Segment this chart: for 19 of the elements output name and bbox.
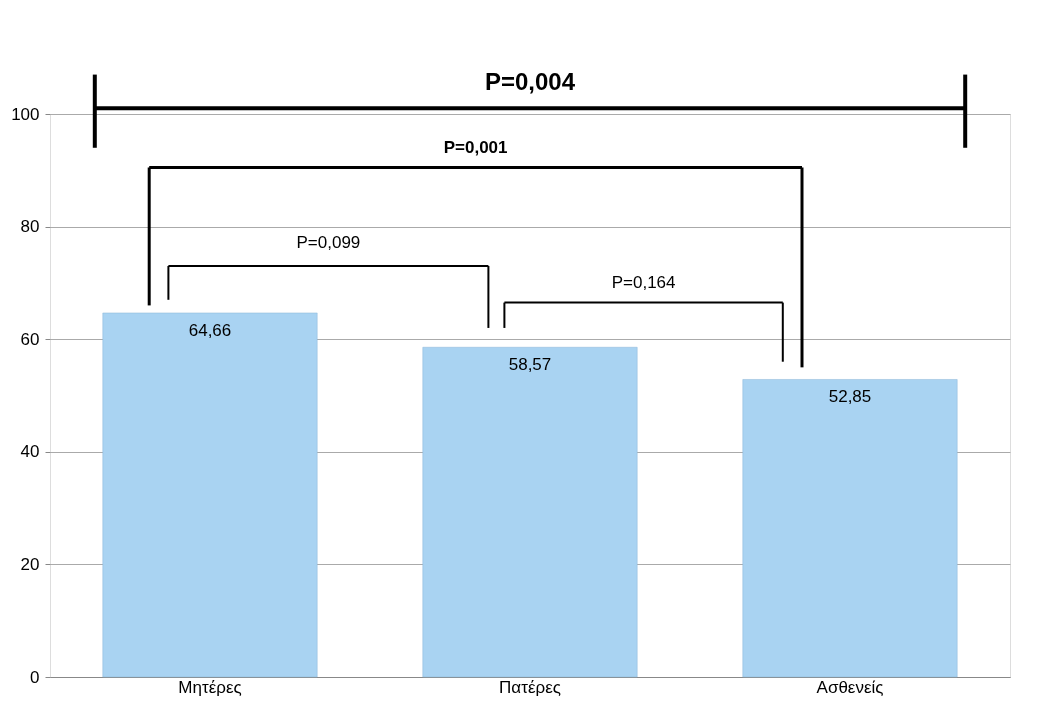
y-tick-label: 40 xyxy=(20,442,40,462)
y-tick-label: 20 xyxy=(20,554,40,574)
text: P=0,004 xyxy=(484,68,576,96)
bar xyxy=(422,347,638,678)
x-tick-label: Μητέρες xyxy=(178,677,242,697)
annotation: P=0,099 xyxy=(296,233,361,253)
data-label: 52,85 xyxy=(828,387,872,407)
data-label: 58,57 xyxy=(508,355,552,375)
annotation: P=0,001 xyxy=(443,137,508,157)
x-tick-label: Πατέρες xyxy=(499,677,561,697)
y-tick-label: 80 xyxy=(20,217,40,237)
x-tick-label: Ασθενείς xyxy=(816,677,884,697)
bar xyxy=(102,312,318,678)
bar xyxy=(742,379,958,678)
data-label: 64,66 xyxy=(188,320,232,340)
y-tick-label: 0 xyxy=(30,667,40,687)
annotation: P=0,164 xyxy=(611,272,676,292)
y-tick-label: 100 xyxy=(11,104,40,124)
y-tick-label: 60 xyxy=(20,329,40,349)
